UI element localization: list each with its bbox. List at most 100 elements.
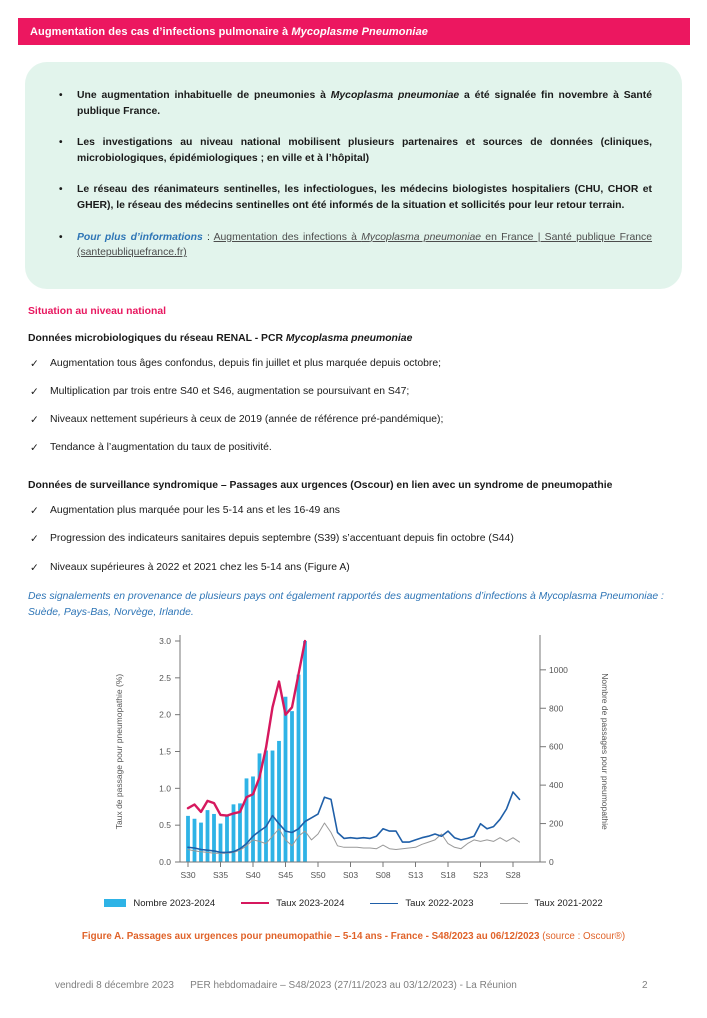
text-segment: Mycoplasme Pneumoniae xyxy=(291,25,429,38)
svg-text:200: 200 xyxy=(549,819,563,829)
footer-date: vendredi 8 décembre 2023 xyxy=(55,980,174,991)
svg-text:S18: S18 xyxy=(440,870,455,880)
page-title-bar: Augmentation des cas d’infections pulmon… xyxy=(18,18,690,45)
svg-text:0.5: 0.5 xyxy=(159,820,171,830)
legend-label: Nombre 2023-2024 xyxy=(133,897,216,909)
check-icon: ✓ xyxy=(30,414,39,427)
svg-text:S13: S13 xyxy=(408,870,423,880)
bars-nombre-2023-2024 xyxy=(186,640,307,862)
text-segment: Les investigations au niveau national mo… xyxy=(77,137,652,164)
bulletin-page: { "header": { "title_segments": [ {"t": … xyxy=(0,18,707,1018)
check-item: ✓ Multiplication par trois entre S40 et S… xyxy=(30,385,707,400)
figure-caption: Figure A. Passages aux urgences pour pne… xyxy=(0,931,707,942)
svg-text:3.0: 3.0 xyxy=(159,636,171,646)
syndromic-check-list: ✓ Augmentation plus marquée pour les 5-14… xyxy=(30,504,707,575)
text-segment: a été signalée fin novembre à Santé publ… xyxy=(77,90,653,117)
legend-item: Taux 2023-2024 xyxy=(241,898,344,909)
legend-label: Taux 2023-2024 xyxy=(276,897,345,909)
check-item-text: Augmentation plus marquée pour les 5-14 … xyxy=(50,505,340,517)
summary-bullet: • Pour plus d’informations : Augmentation… xyxy=(59,230,652,261)
legend-label: Taux 2021-2022 xyxy=(534,897,603,909)
text-segment: Le réseau des réanimateurs sentinelles, … xyxy=(77,184,652,212)
legend-label: Taux 2022-2023 xyxy=(405,897,474,909)
figure-a-chart-container: 0.0 0.5 1.0 1.5 2.0 2.5 3.0 0 200 400 600 800 1000 S3… xyxy=(100,629,707,892)
figure-caption-source: (source : Oscour®) xyxy=(542,930,626,942)
summary-bullet-text: Pour plus d’informations : Augmentation … xyxy=(77,230,652,261)
svg-text:1000: 1000 xyxy=(549,665,568,675)
text-segment: Données microbiologiques du réseau RENAL… xyxy=(28,332,286,344)
svg-text:S45: S45 xyxy=(278,870,293,880)
svg-text:S08: S08 xyxy=(375,870,390,880)
svg-text:400: 400 xyxy=(549,780,563,790)
text-segment: Pour plus d’informations xyxy=(77,231,203,243)
summary-bullet-text: Le réseau des réanimateurs sentinelles, … xyxy=(77,182,652,213)
check-item: ✓ Augmentation plus marquée pour les 5-14… xyxy=(30,504,707,519)
spf-link[interactable]: Augmentation des infections à xyxy=(213,231,362,243)
line-taux-2022-2023 xyxy=(187,791,521,854)
text-segment: : xyxy=(202,231,214,243)
svg-text:600: 600 xyxy=(549,742,563,752)
check-item: ✓ Augmentation tous âges confondus, depui… xyxy=(30,357,707,372)
check-item-text: Tendance à l’augmentation du taux de pos… xyxy=(50,442,272,454)
svg-text:S40: S40 xyxy=(245,870,260,880)
bullet-icon: • xyxy=(59,90,63,101)
svg-text:S23: S23 xyxy=(473,870,488,880)
y-axis-label-left: Taux de passage pour pneumopathie (%) xyxy=(114,674,124,830)
text-segment: Une augmentation inhabituelle de pneumon… xyxy=(77,90,331,101)
summary-bullet-text: Les investigations au niveau national mo… xyxy=(77,135,652,166)
legend-line-swatch xyxy=(241,902,270,905)
svg-text:2.0: 2.0 xyxy=(159,710,171,720)
legend-item: Taux 2021-2022 xyxy=(499,897,603,909)
summary-bullet: • Le réseau des réanimateurs sentinelles,… xyxy=(59,182,652,213)
legend-item: Nombre 2023-2024 xyxy=(104,898,215,909)
check-item-text: Niveaux supérieures à 2022 et 2021 chez … xyxy=(50,561,350,573)
svg-text:S28: S28 xyxy=(505,870,520,880)
section-heading-national: Situation au niveau national xyxy=(28,305,166,317)
check-icon: ✓ xyxy=(30,386,39,399)
svg-text:S30: S30 xyxy=(180,870,195,880)
svg-text:1.5: 1.5 xyxy=(159,746,171,756)
figure-a-chart: 0.0 0.5 1.0 1.5 2.0 2.5 3.0 0 200 400 600 800 1000 S3… xyxy=(114,634,610,880)
svg-text:1.0: 1.0 xyxy=(159,783,171,793)
legend-item: Taux 2022-2023 xyxy=(370,897,474,909)
chart-legend: Nombre 2023-2024 Taux 2023-2024 Taux 2022-… xyxy=(0,898,707,909)
spf-link[interactable]: Mycoplasma pneumoniae xyxy=(361,231,482,243)
svg-text:800: 800 xyxy=(549,703,563,713)
figure-caption-main: Figure A. Passages aux urgences pour pne… xyxy=(81,930,543,942)
check-icon: ✓ xyxy=(30,561,39,574)
micro-check-list: ✓ Augmentation tous âges confondus, depui… xyxy=(30,357,707,456)
check-item: ✓ Progression des indicateurs sanitaires … xyxy=(30,532,707,547)
summary-bullet: • Une augmentation inhabituelle de pneumo… xyxy=(59,88,652,119)
check-icon: ✓ xyxy=(30,357,39,370)
legend-bar-swatch xyxy=(104,899,127,908)
check-icon: ✓ xyxy=(30,505,39,518)
summary-box: • Une augmentation inhabituelle de pneumo… xyxy=(25,62,682,289)
svg-text:0: 0 xyxy=(549,857,554,867)
bullet-icon: • xyxy=(59,184,63,196)
svg-text:0.0: 0.0 xyxy=(159,857,171,867)
summary-bullet: • Les investigations au niveau national m… xyxy=(59,135,652,166)
text-segment: Mycoplasma pneumoniae xyxy=(330,90,460,101)
svg-text:S35: S35 xyxy=(213,870,228,880)
check-item-text: Augmentation tous âges confondus, depuis… xyxy=(50,357,442,369)
spf-link[interactable]: en France | Santé publique France (sante… xyxy=(77,231,653,259)
legend-line-swatch xyxy=(499,902,528,904)
check-icon: ✓ xyxy=(30,533,39,546)
line-taux-2023-2024 xyxy=(186,639,307,817)
legend-line-swatch xyxy=(370,902,399,904)
bullet-icon: • xyxy=(59,231,63,243)
bullet-icon: • xyxy=(59,137,63,149)
y-axis-label-right: Nombre de passages pour pneumopathie xyxy=(600,673,610,830)
line-taux-2021-2022 xyxy=(187,822,520,854)
international-note: Des signalements en provenance de plusie… xyxy=(28,590,664,618)
text-segment: Mycoplasma pneumoniae xyxy=(285,332,413,344)
footer-page-number: 2 xyxy=(642,980,648,991)
svg-text:S50: S50 xyxy=(310,870,325,880)
micro-data-heading: Données microbiologiques du réseau RENAL… xyxy=(28,333,707,344)
svg-text:2.5: 2.5 xyxy=(159,673,171,683)
summary-bullet-text: Une augmentation inhabituelle de pneumon… xyxy=(77,88,652,119)
check-icon: ✓ xyxy=(30,442,39,455)
check-item: ✓ Tendance à l’augmentation du taux de po… xyxy=(30,441,707,456)
text-segment: Augmentation des cas d’infections pulmon… xyxy=(30,25,292,38)
check-item-text: Multiplication par trois entre S40 et S4… xyxy=(50,386,410,398)
